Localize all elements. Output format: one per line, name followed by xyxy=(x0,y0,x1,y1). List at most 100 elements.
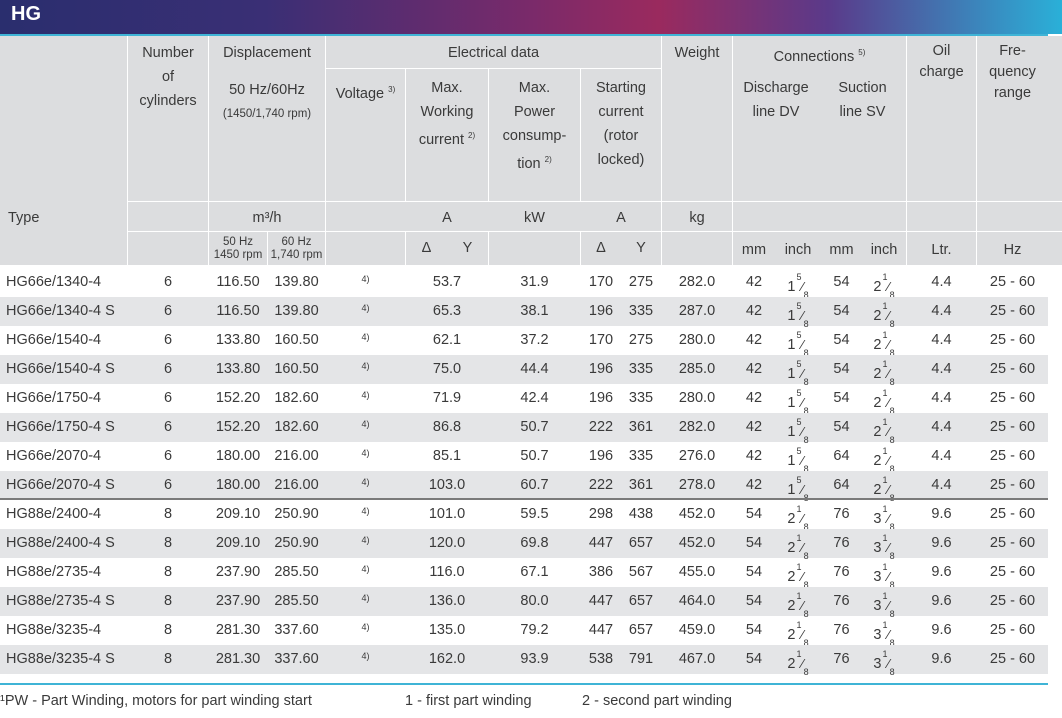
cell-sd: 222 xyxy=(588,419,614,435)
cell-d60: 182.60 xyxy=(274,390,319,406)
cell-freq: 25 - 60 xyxy=(989,593,1036,609)
cell-cyl: 8 xyxy=(163,535,173,551)
cell-dmm: 42 xyxy=(745,448,763,464)
cell-smm: 76 xyxy=(833,622,850,638)
cell-type: HG66e/1750-4 S xyxy=(6,419,115,435)
cell-d60: 160.50 xyxy=(274,361,319,377)
cell-volt: 4) xyxy=(361,332,370,342)
table-row: HG88e/2400-4 8 209.10 250.90 4) 101.0 59.5 298 4… xyxy=(0,500,1048,532)
cell-dinch: 15⁄8 xyxy=(787,301,809,329)
cell-freq: 25 - 60 xyxy=(989,564,1036,580)
sub-mm-suction: mm xyxy=(829,242,854,258)
cell-d50: 133.80 xyxy=(215,361,261,377)
cell-d50: 209.10 xyxy=(215,506,261,522)
header-num-cylinders: Number of cylinders xyxy=(139,45,197,109)
cell-sinch: 21⁄8 xyxy=(873,475,894,503)
cell-d50: 237.90 xyxy=(215,593,261,609)
cell-weight: 467.0 xyxy=(678,651,716,667)
cell-sinch: 31⁄8 xyxy=(873,533,895,561)
cell-pow: 37.2 xyxy=(520,332,549,348)
cell-d50: 281.30 xyxy=(215,622,261,638)
header-weight: Weight xyxy=(674,45,720,61)
cell-d60: 250.90 xyxy=(274,506,319,522)
cell-d60: 250.90 xyxy=(274,535,319,551)
cell-d50: 209.10 xyxy=(215,535,261,551)
cell-oil: 9.6 xyxy=(931,535,952,551)
cell-dinch: 15⁄8 xyxy=(787,359,809,387)
cell-smm: 54 xyxy=(833,274,850,290)
cell-weight: 280.0 xyxy=(678,332,716,348)
cell-freq: 25 - 60 xyxy=(989,390,1036,406)
header-connections: Connections 5) xyxy=(773,48,866,65)
cell-weight: 459.0 xyxy=(678,622,716,638)
cell-sd: 447 xyxy=(588,593,614,609)
table-row: HG88e/3235-4 S 8 281.30 337.60 4) 162.0 93.9 53… xyxy=(0,645,1048,677)
cell-sd: 447 xyxy=(588,535,614,551)
cell-sd: 386 xyxy=(588,564,614,580)
table-row: HG66e/2070-4 S 6 180.00 216.00 4) 103.0 60.7 22… xyxy=(0,471,1048,503)
cell-cyl: 6 xyxy=(163,390,173,406)
unit-start-current: A xyxy=(616,210,626,226)
cell-type: HG66e/1540-4 xyxy=(6,332,102,348)
header-starting-current: Starting current (rotor locked) xyxy=(596,80,646,168)
cell-oil: 4.4 xyxy=(931,477,952,493)
unit-power: kW xyxy=(524,210,545,226)
header-voltage: Voltage 3) xyxy=(335,85,396,102)
cell-volt: 4) xyxy=(361,390,370,400)
cell-smm: 64 xyxy=(833,448,850,464)
cell-dinch: 21⁄8 xyxy=(787,620,809,648)
cell-cyl: 6 xyxy=(163,419,173,435)
cell-dmm: 42 xyxy=(745,477,763,493)
cell-sinch: 21⁄8 xyxy=(873,301,895,329)
table-header xyxy=(0,36,1062,265)
cell-oil: 9.6 xyxy=(931,593,952,609)
cell-pow: 50.7 xyxy=(520,419,549,435)
cell-oil: 9.6 xyxy=(931,622,952,638)
cell-weight: 276.0 xyxy=(678,448,716,464)
cell-freq: 25 - 60 xyxy=(989,477,1036,493)
cell-sy: 335 xyxy=(628,390,654,406)
cell-sinch: 21⁄8 xyxy=(873,417,895,445)
cell-weight: 455.0 xyxy=(678,564,716,580)
cell-freq: 25 - 60 xyxy=(989,419,1036,435)
cell-d60: 285.50 xyxy=(274,564,319,580)
cell-freq: 25 - 60 xyxy=(989,622,1036,638)
cell-volt: 4) xyxy=(361,622,370,632)
cell-dinch: 15⁄8 xyxy=(787,330,809,358)
cell-wd: 53.7 xyxy=(432,274,462,290)
cell-weight: 282.0 xyxy=(678,274,716,290)
cell-weight: 464.0 xyxy=(678,593,716,609)
cell-dinch: 21⁄8 xyxy=(787,562,809,590)
cell-d50: 180.00 xyxy=(215,477,261,493)
cell-volt: 4) xyxy=(361,593,370,603)
cell-d60: 216.00 xyxy=(274,477,319,493)
cell-cyl: 6 xyxy=(163,332,173,348)
cell-sd: 298 xyxy=(588,506,614,522)
cell-freq: 25 - 60 xyxy=(989,303,1036,319)
cell-smm: 76 xyxy=(833,593,850,609)
cell-wd: 85.1 xyxy=(432,448,462,464)
cell-pow: 79.2 xyxy=(520,622,549,638)
cell-dmm: 42 xyxy=(745,419,763,435)
cell-type: HG88e/2735-4 S xyxy=(6,593,115,609)
cell-wd: 135.0 xyxy=(428,622,466,638)
cell-dmm: 54 xyxy=(745,651,763,667)
cell-smm: 76 xyxy=(833,564,850,580)
cell-oil: 9.6 xyxy=(931,506,952,522)
cell-sy: 657 xyxy=(628,535,654,551)
cell-oil: 9.6 xyxy=(931,651,952,667)
cell-sy: 335 xyxy=(628,361,654,377)
cell-cyl: 8 xyxy=(163,622,173,638)
cell-dinch: 15⁄8 xyxy=(787,417,809,445)
cell-type: HG88e/3235-4 xyxy=(6,622,102,638)
cell-sd: 170 xyxy=(588,274,614,290)
cell-type: HG66e/1540-4 S xyxy=(6,361,115,377)
cell-dmm: 54 xyxy=(745,564,763,580)
table-row: HG88e/2735-4 8 237.90 285.50 4) 116.0 67.1 386 5… xyxy=(0,558,1048,590)
cell-d60: 285.50 xyxy=(274,593,319,609)
footnote-pw: ¹PW - Part Winding, motors for part wind… xyxy=(0,693,312,709)
cell-sinch: 31⁄8 xyxy=(873,504,895,532)
cell-sinch: 21⁄8 xyxy=(873,446,895,474)
cell-sd: 447 xyxy=(588,622,614,638)
header-disp-rpm: (1450/1,740 rpm) xyxy=(222,108,312,120)
